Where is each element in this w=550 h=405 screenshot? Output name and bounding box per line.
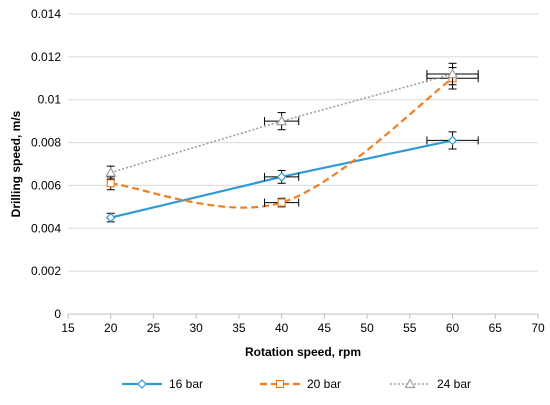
- data-point: [106, 179, 115, 188]
- legend-label: 16 bar: [169, 377, 203, 391]
- y-tick-label: 0.006: [31, 178, 61, 192]
- y-tick-label: 0.014: [31, 7, 61, 21]
- y-tick-label: 0.002: [31, 264, 61, 278]
- data-point: [276, 115, 288, 126]
- series-line: [110, 73, 453, 174]
- x-tick-label: 25: [147, 321, 161, 335]
- y-tick-label: 0.004: [31, 221, 61, 235]
- x-tick-label: 15: [61, 321, 75, 335]
- series-24-bar: [105, 62, 479, 180]
- data-point: [447, 68, 459, 79]
- y-tick-label: 0: [54, 307, 61, 321]
- data-point: [276, 172, 287, 182]
- y-tick-label: 0.008: [31, 136, 61, 150]
- x-tick-label: 50: [360, 321, 374, 335]
- data-point: [404, 378, 416, 389]
- x-axis: 15 20 25 30 35 40 45 50 55 60 65 70: [61, 313, 545, 335]
- legend-label: 20 bar: [307, 377, 341, 391]
- x-tick-label: 35: [232, 321, 246, 335]
- series-16-bar: [105, 131, 479, 223]
- data-point: [277, 198, 286, 207]
- x-tick-label: 20: [104, 321, 118, 335]
- x-tick-label: 65: [489, 321, 503, 335]
- x-tick-label: 30: [190, 321, 204, 335]
- data-point: [275, 379, 285, 389]
- legend: 16 bar 20 bar 24 bar: [122, 377, 471, 391]
- x-tick-label: 40: [275, 321, 289, 335]
- y-tick-label: 0.01: [38, 93, 62, 107]
- y-tick-label: 0.012: [31, 50, 61, 64]
- gridlines: [68, 13, 538, 272]
- x-tick-label: 60: [446, 321, 460, 335]
- x-tick-label: 45: [318, 321, 332, 335]
- series-layer: [105, 62, 479, 223]
- data-point: [447, 135, 458, 146]
- x-axis-title: Rotation speed, rpm: [245, 345, 361, 359]
- data-point: [137, 379, 147, 389]
- legend-item: 24 bar: [390, 377, 471, 391]
- legend-item: 20 bar: [260, 377, 341, 391]
- y-axis-title: Drilling speed, m/s: [9, 110, 23, 217]
- y-axis: 0 0.002 0.004 0.006 0.008 0.01 0.012 0.014: [31, 7, 61, 321]
- data-point: [105, 212, 116, 223]
- legend-item: 16 bar: [122, 377, 203, 391]
- x-tick-label: 70: [531, 321, 545, 335]
- x-tick-label: 55: [403, 321, 417, 335]
- series-20-bar: [106, 67, 479, 209]
- legend-label: 24 bar: [437, 377, 471, 391]
- data-point: [105, 166, 117, 177]
- series-line: [110, 77, 454, 209]
